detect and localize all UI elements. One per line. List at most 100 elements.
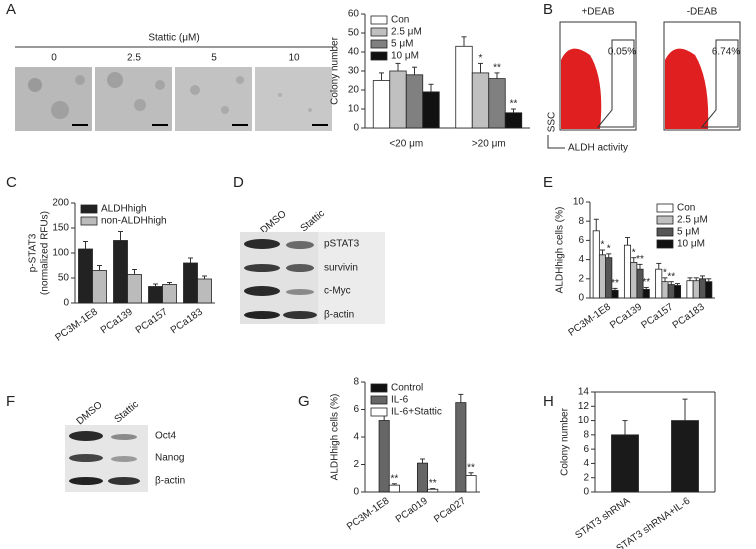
bar [705,281,713,299]
protein-label: pSTAT3 [324,239,360,250]
x-tick-label: <20 μm [389,139,423,150]
significance: ** [467,462,475,473]
x-tick-label: >20 μm [472,139,506,150]
significance: * [601,240,605,251]
legend-label: Control [391,383,423,394]
legend-label: IL-6 [391,395,409,406]
x-tick-label: PCa183 [671,301,707,331]
dose-label: 10 [288,53,300,64]
significance: ** [429,478,437,489]
legend-swatch [370,395,388,405]
bar [388,484,400,493]
y-tick-label: 4 [583,458,589,469]
gate-percent: 6.74% [712,47,740,58]
y-tick-label: 0 [63,298,69,309]
legend-label: 2.5 μM [391,27,422,38]
panel-letter: F [6,393,15,410]
legend-label: non-ALDHhigh [101,216,167,227]
x-tick-label: PCa139 [608,301,644,331]
legend-label: ALDHhigh [101,204,147,215]
panel-letter: C [6,174,17,191]
legend-label: IL-6+Stattic [391,407,442,418]
y-axis-label: p-STAT3 [28,233,39,272]
x-tick-label: PC3M-1E8 [53,306,100,343]
bar [611,434,639,493]
protein-label: Nanog [155,453,184,464]
bar [127,274,142,304]
y-tick-label: 14 [578,387,590,398]
y-tick-label: 40 [348,47,360,58]
panel-letter: A [6,1,16,18]
bar [455,45,473,129]
bar [78,248,93,304]
significance: * [663,267,667,278]
y-tick-label: 0 [583,487,589,498]
lane-label: DMSO [75,399,105,427]
bar [655,268,663,299]
panel-letter: G [298,393,310,410]
legend-swatch [370,39,388,49]
western-blot [65,425,148,492]
y-tick-label: 8 [578,216,584,227]
x-tick-label: STAT3 shRNA [573,495,632,541]
legend-label: 10 μM [391,51,419,62]
y-tick-label: 2 [578,273,584,284]
x-tick-label: PCa139 [99,306,135,336]
bar [183,262,198,304]
panel-letter: D [233,174,244,191]
bar [592,230,600,299]
panel-letter: E [543,174,553,191]
dose-label: 5 [211,53,217,64]
significance: ** [667,271,675,282]
bar [197,278,212,304]
bar [113,240,128,304]
y-tick-label: 12 [578,401,590,412]
y-tick-label: 150 [52,223,69,234]
bar [698,278,707,299]
y-tick-label: 6 [583,444,589,455]
bar [504,112,523,129]
y-tick-label: 50 [58,273,70,284]
y-tick-label: 200 [52,198,69,209]
bar [471,72,490,129]
significance: * [479,53,483,64]
bar [611,289,619,299]
bar [598,254,607,299]
legend-swatch [656,203,674,213]
legend-label: 10 μM [677,239,705,250]
y-tick-label: 10 [578,415,590,426]
significance: ** [636,254,644,265]
bar [630,262,638,299]
bar [465,475,477,493]
bar [488,78,506,129]
legend-swatch [370,407,388,417]
legend-label: 5 μM [677,227,699,238]
bar [686,280,694,299]
flow-axis-label: SSC [547,112,558,133]
y-tick-label: 0 [578,293,584,304]
bar [667,284,675,299]
y-tick-label: 6 [578,235,584,246]
legend-swatch [370,27,388,37]
significance: * [632,247,636,258]
panel-letter: H [543,393,554,410]
x-tick-label: PCa157 [134,306,170,336]
bar [405,74,424,129]
significance: ** [390,473,398,484]
bar [671,420,699,493]
y-tick-label: 4 [353,432,359,443]
bar [422,91,440,129]
x-tick-label: PCa183 [169,306,205,336]
significance: ** [493,63,501,74]
significance: ** [611,278,619,289]
y-tick-label: 2 [583,472,589,483]
y-tick-label: 4 [578,254,584,265]
protein-label: survivin [324,263,358,274]
bar [416,462,429,493]
y-axis-label: Colony number [560,407,571,475]
protein-label: Oct4 [155,431,177,442]
dose-label: 0 [51,53,57,64]
legend-label: 5 μM [391,39,413,50]
y-tick-label: 8 [583,429,589,440]
y-tick-label: 6 [353,404,359,415]
